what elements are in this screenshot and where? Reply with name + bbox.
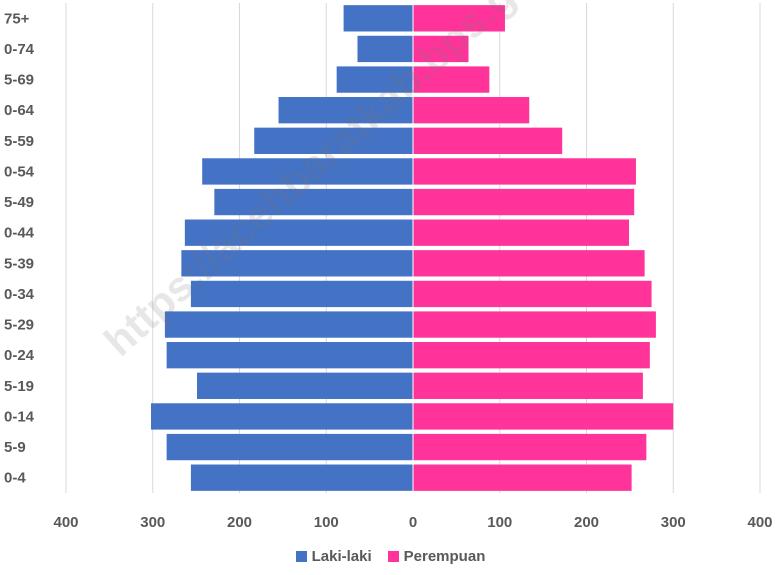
bar-laki-laki <box>166 433 413 461</box>
y-tick-label: 0-4 <box>4 470 26 487</box>
x-tick-label: 300 <box>140 514 165 531</box>
bar-perempuan <box>413 311 656 338</box>
bar-laki-laki <box>196 372 413 399</box>
legend-label-female: Perempuan <box>403 548 486 565</box>
bar-laki-laki <box>190 280 413 308</box>
x-tick-label: 300 <box>661 514 686 531</box>
y-tick-label: 5-69 <box>4 72 34 89</box>
x-tick-label: 100 <box>314 514 339 531</box>
bar-laki-laki <box>343 5 413 32</box>
bars <box>151 3 674 493</box>
y-tick-label: 0-54 <box>4 163 35 180</box>
y-tick-label: 5-9 <box>4 439 26 456</box>
legend-swatch-male <box>295 551 307 562</box>
x-tick-label: 400 <box>747 514 772 531</box>
bar-perempuan <box>413 219 630 246</box>
y-tick-label: 5-19 <box>4 378 34 395</box>
y-tick-label: 75+ <box>4 10 30 27</box>
y-tick-label: 5-29 <box>4 317 34 334</box>
bar-perempuan <box>413 342 650 369</box>
bar-perempuan <box>413 433 647 461</box>
bar-perempuan <box>413 66 490 93</box>
legend-item-male: Laki-laki <box>295 548 372 565</box>
bar-laki-laki <box>151 403 413 430</box>
y-tick-label: 0-14 <box>4 408 35 425</box>
bar-perempuan <box>413 464 632 491</box>
y-tick-label: 5-49 <box>4 194 34 211</box>
bar-perempuan <box>413 188 635 216</box>
bar-laki-laki <box>278 97 413 124</box>
bar-laki-laki <box>166 342 413 369</box>
bar-perempuan <box>413 372 643 399</box>
bar-laki-laki <box>190 464 413 491</box>
y-axis-labels: 75+ 0-74 5-69 0-64 5-59 0-54 5-49 0-44 5-39 0-34 5… <box>4 10 35 486</box>
bar-laki-laki <box>181 250 413 277</box>
bar-laki-laki <box>254 127 413 154</box>
bar-perempuan <box>413 35 469 63</box>
bar-laki-laki <box>336 66 413 93</box>
y-tick-label: 0-64 <box>4 102 35 119</box>
bar-laki-laki <box>214 188 413 216</box>
bar-laki-laki <box>202 158 413 185</box>
bar-perempuan <box>413 97 530 124</box>
bar-laki-laki <box>184 219 413 246</box>
x-tick-label: 100 <box>487 514 512 531</box>
bar-perempuan <box>413 5 505 32</box>
y-tick-label: 0-34 <box>4 286 35 303</box>
x-tick-label: 0 <box>409 514 417 531</box>
y-tick-label: 0-24 <box>4 347 35 364</box>
y-tick-label: 5-39 <box>4 255 34 272</box>
x-tick-label: 200 <box>574 514 599 531</box>
bar-perempuan <box>413 250 645 277</box>
bar-laki-laki <box>164 311 413 338</box>
legend-item-female: Perempuan <box>387 548 486 565</box>
x-axis-labels: 400 300 200 100 0 100 200 300 400 <box>53 514 772 531</box>
bar-perempuan <box>413 127 563 154</box>
y-tick-label: 5-59 <box>4 133 34 150</box>
y-tick-label: 0-74 <box>4 41 35 58</box>
bar-perempuan <box>413 158 636 185</box>
legend-swatch-female <box>387 551 399 562</box>
legend-label-male: Laki-laki <box>311 548 372 565</box>
x-tick-label: 400 <box>53 514 78 531</box>
y-tick-label: 0-44 <box>4 225 35 242</box>
legend: Laki-laki Perempuan <box>0 548 781 565</box>
x-tick-label: 200 <box>227 514 252 531</box>
bar-laki-laki <box>357 35 413 63</box>
bar-perempuan <box>413 280 652 308</box>
bar-perempuan <box>413 403 674 430</box>
